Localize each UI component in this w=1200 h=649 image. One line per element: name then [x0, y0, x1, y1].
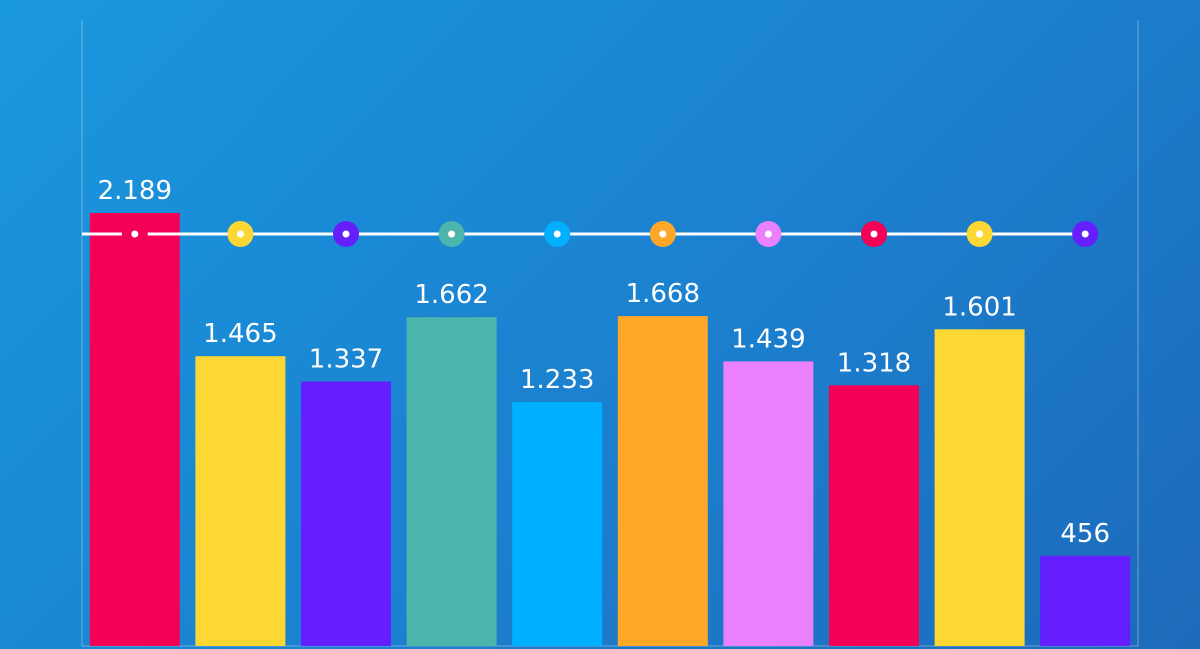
data-label-8: 1.318 — [837, 348, 911, 378]
reference-marker-6 — [649, 221, 676, 247]
reference-marker-7 — [755, 221, 782, 247]
bar-series — [89, 213, 1131, 646]
reference-marker-3 — [333, 221, 359, 247]
bar-1 — [89, 213, 180, 646]
bar-4 — [406, 317, 497, 646]
bar-8 — [829, 385, 919, 646]
data-label-6: 1.668 — [626, 279, 700, 309]
data-label-3: 1.337 — [309, 345, 383, 375]
data-label-5: 1.233 — [520, 365, 594, 395]
data-label-10: 456 — [1060, 519, 1110, 549]
reference-line — [82, 221, 1099, 247]
reference-marker-1 — [121, 221, 148, 247]
reference-marker-2 — [227, 221, 254, 247]
bar-3 — [301, 381, 391, 646]
bar-2 — [195, 356, 286, 646]
reference-marker-8 — [861, 221, 887, 247]
bar-10 — [1040, 555, 1131, 646]
reference-marker-9 — [966, 221, 993, 247]
data-label-2: 1.465 — [203, 319, 277, 349]
bar-7 — [723, 361, 814, 646]
data-label-1: 2.189 — [98, 176, 172, 206]
data-label-9: 1.601 — [942, 292, 1016, 322]
reference-marker-10 — [1072, 221, 1099, 247]
reference-marker-4 — [438, 221, 465, 247]
reference-marker-5 — [544, 221, 571, 247]
bar-6 — [617, 316, 708, 646]
bar-9 — [934, 329, 1025, 646]
data-labels: 2.189 1.465 1.337 1.662 1.233 1.668 1.439 1.318… — [98, 176, 1110, 549]
data-label-4: 1.662 — [414, 280, 488, 310]
data-label-7: 1.439 — [731, 324, 805, 354]
bar-5 — [512, 402, 603, 646]
